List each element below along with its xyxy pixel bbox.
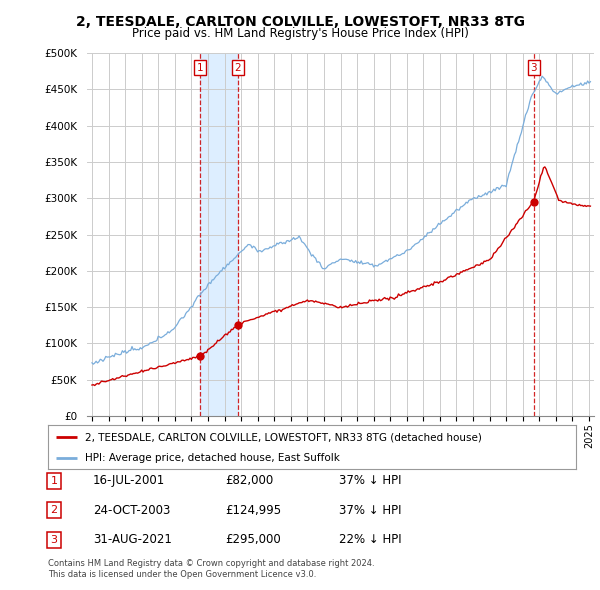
Text: 2: 2: [50, 506, 58, 515]
Text: This data is licensed under the Open Government Licence v3.0.: This data is licensed under the Open Gov…: [48, 571, 316, 579]
Text: 3: 3: [530, 63, 537, 73]
Text: 37% ↓ HPI: 37% ↓ HPI: [339, 474, 401, 487]
Text: Price paid vs. HM Land Registry's House Price Index (HPI): Price paid vs. HM Land Registry's House …: [131, 27, 469, 40]
Text: 1: 1: [197, 63, 203, 73]
Text: £124,995: £124,995: [225, 504, 281, 517]
Text: 16-JUL-2001: 16-JUL-2001: [93, 474, 165, 487]
Text: 2, TEESDALE, CARLTON COLVILLE, LOWESTOFT, NR33 8TG: 2, TEESDALE, CARLTON COLVILLE, LOWESTOFT…: [76, 15, 524, 29]
Text: 31-AUG-2021: 31-AUG-2021: [93, 533, 172, 546]
Text: 24-OCT-2003: 24-OCT-2003: [93, 504, 170, 517]
Text: £82,000: £82,000: [225, 474, 273, 487]
Text: 1: 1: [50, 476, 58, 486]
Text: 37% ↓ HPI: 37% ↓ HPI: [339, 504, 401, 517]
Text: 2, TEESDALE, CARLTON COLVILLE, LOWESTOFT, NR33 8TG (detached house): 2, TEESDALE, CARLTON COLVILLE, LOWESTOFT…: [85, 432, 482, 442]
Text: 3: 3: [50, 535, 58, 545]
Text: Contains HM Land Registry data © Crown copyright and database right 2024.: Contains HM Land Registry data © Crown c…: [48, 559, 374, 568]
Text: HPI: Average price, detached house, East Suffolk: HPI: Average price, detached house, East…: [85, 453, 340, 463]
Text: 22% ↓ HPI: 22% ↓ HPI: [339, 533, 401, 546]
Bar: [200, 53, 238, 416]
Text: 2: 2: [235, 63, 241, 73]
Text: £295,000: £295,000: [225, 533, 281, 546]
